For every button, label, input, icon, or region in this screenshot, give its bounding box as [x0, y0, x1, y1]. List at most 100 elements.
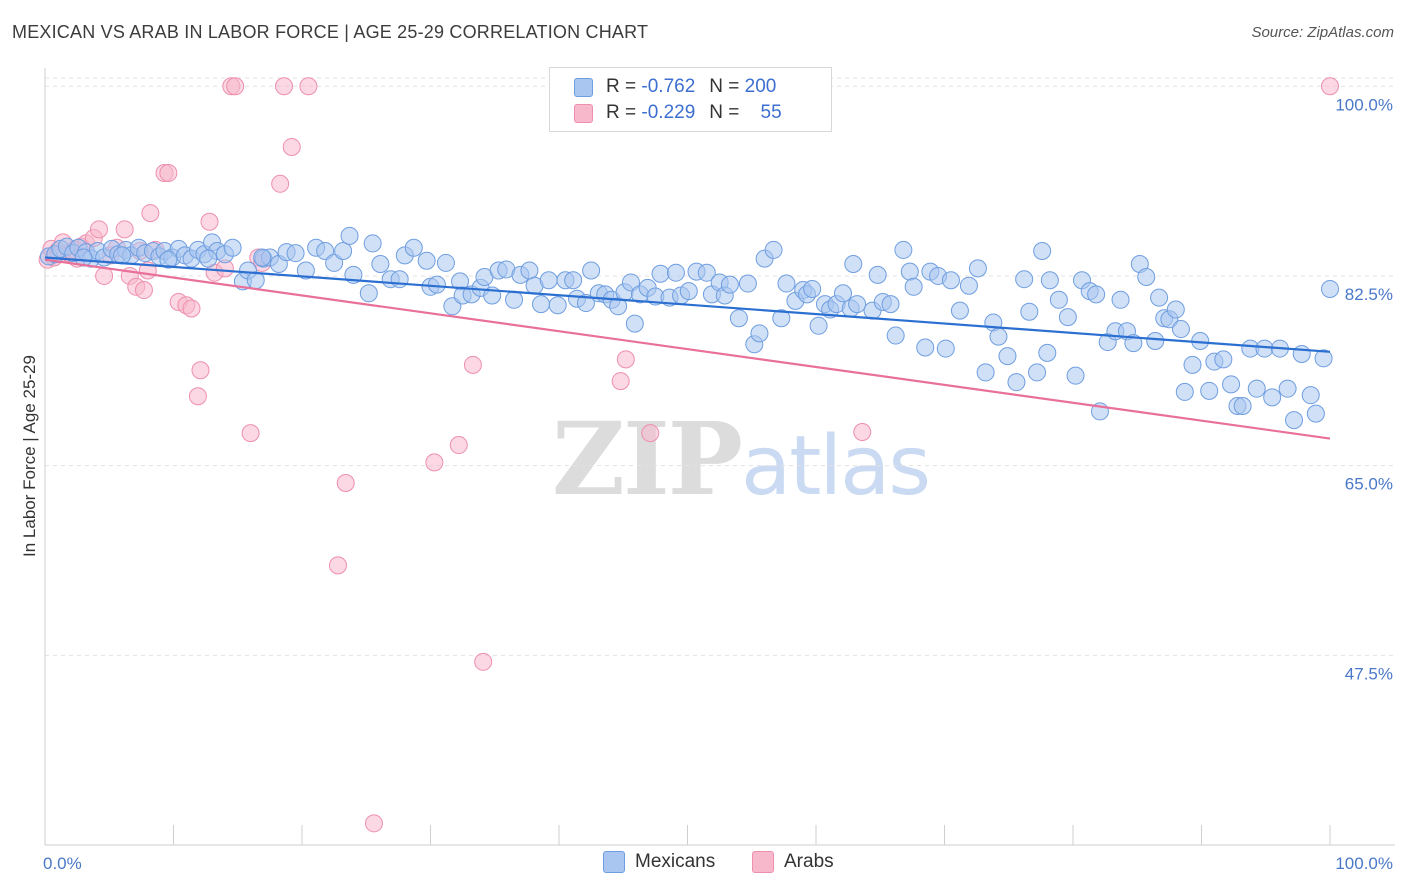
mexicans-point [1058, 308, 1077, 327]
mexicans-point [1146, 331, 1165, 350]
mexicans-point [1306, 404, 1325, 423]
mexicans-point [720, 275, 739, 294]
mexicans-point [1020, 302, 1039, 321]
mexicans-point [1214, 350, 1233, 369]
mexicans-point [1111, 290, 1130, 309]
mexicans-point [539, 271, 558, 290]
legend-row-arabs: R = -0.229 N = 55 [574, 101, 782, 125]
mexicans-point [359, 284, 378, 303]
mexicans-point [833, 284, 852, 303]
arabs-point [141, 204, 160, 223]
mexicans-point [844, 255, 863, 274]
mexicans-point [296, 261, 315, 280]
mexicans-point [1171, 320, 1190, 339]
mexicans-point [1263, 388, 1282, 407]
arabs-point [282, 137, 301, 156]
arabs-point [241, 424, 260, 443]
arabs-point [463, 355, 482, 374]
mexicans-point [334, 242, 353, 261]
y-tick-label: 100.0% [1335, 95, 1393, 114]
mexicans-point [1175, 382, 1194, 401]
source-label: Source: ZipAtlas.com [1251, 24, 1394, 41]
arabs-points [38, 77, 1339, 833]
mexicans-points [39, 226, 1339, 430]
mexicans-point [886, 326, 905, 345]
mexicans-point [968, 259, 987, 278]
mexicans-point [916, 338, 935, 357]
mexicans-point [848, 295, 867, 314]
mexicans-point [868, 265, 887, 284]
arabs-point [449, 436, 468, 455]
mexicans-point [1040, 271, 1059, 290]
legend-r-value: -0.762 [641, 76, 696, 97]
mexicans-point [1292, 344, 1311, 363]
bottom-swatch-mexicans [603, 851, 625, 873]
watermark-atlas: atlas [740, 419, 931, 514]
legend-n-label: N = [709, 76, 740, 97]
mexicans-point [989, 327, 1008, 346]
mexicans-point [286, 244, 305, 263]
mexicans-point [941, 271, 960, 290]
mexicans-point [532, 295, 551, 314]
arabs-point [611, 372, 630, 391]
arabs-point [89, 220, 108, 239]
arabs-point [425, 453, 444, 472]
arabs-point [226, 77, 245, 96]
bottom-legend-label-arabs: Arabs [784, 851, 834, 872]
mexicans-point [427, 275, 446, 294]
arabs-point [336, 473, 355, 492]
mexicans-point [625, 314, 644, 333]
mexicans-point [900, 262, 919, 281]
mexicans-point [738, 274, 757, 293]
y-tick-label: 47.5% [1345, 664, 1393, 683]
mexicans-point [904, 277, 923, 296]
mexicans-point [1200, 381, 1219, 400]
legend-swatch-arabs [574, 103, 593, 123]
y-axis-label: In Labor Force | Age 25-29 [20, 355, 39, 557]
mexicans-point [404, 238, 423, 257]
mexicans-point [679, 282, 698, 301]
arabs-point [364, 814, 383, 833]
mexicans-point [1222, 375, 1241, 394]
mexicans-point [340, 226, 359, 245]
mexicans-point [777, 274, 796, 293]
mexicans-point [1066, 366, 1085, 385]
bottom-swatch-arabs [752, 851, 774, 873]
mexicans-point [548, 296, 567, 315]
legend-swatch-mexicans [574, 77, 593, 97]
mexicans-point [417, 251, 436, 270]
mexicans-point [1278, 379, 1297, 398]
legend-n-label: N = [709, 102, 740, 123]
arabs-point [641, 424, 660, 443]
mexicans-point [199, 249, 218, 268]
mexicans-point [809, 316, 828, 335]
mexicans-point [371, 255, 390, 274]
mexicans-point [253, 248, 272, 267]
y-tick-label: 82.5% [1345, 285, 1393, 304]
mexicans-point [1028, 363, 1047, 382]
legend-row-mexicans: R = -0.762 N = 200 [574, 75, 776, 99]
arabs-point [616, 350, 635, 369]
mexicans-point [113, 246, 132, 265]
mexicans-point [950, 301, 969, 320]
arabs-point [95, 266, 114, 285]
mexicans-point [1007, 373, 1026, 392]
arabs-point [200, 212, 219, 231]
mexicans-point [621, 273, 640, 292]
legend-r-label: R = [606, 102, 637, 123]
arabs-point [182, 299, 201, 318]
mexicans-point [1033, 242, 1052, 261]
watermark: ZIPatlas [552, 400, 931, 518]
arabs-point [271, 174, 290, 193]
watermark-zip: ZIP [552, 400, 743, 518]
mexicans-point [1183, 355, 1202, 374]
mexicans-point [1087, 285, 1106, 304]
mexicans-point [750, 324, 769, 343]
axes [44, 68, 1395, 846]
mexicans-point [1124, 334, 1143, 353]
bottom-legend-arabs: Arabs [752, 851, 834, 873]
x-tick-label-max: 100.0% [1335, 854, 1393, 873]
arabs-point [328, 556, 347, 575]
bottom-legend-label-mexicans: Mexicans [635, 851, 716, 872]
arabs-point [474, 652, 493, 671]
